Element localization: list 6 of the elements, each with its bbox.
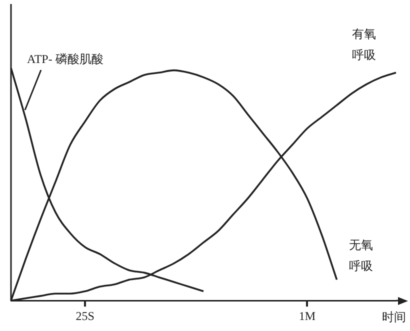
x-axis-title: 时间 bbox=[382, 310, 406, 324]
series-label: ATP- 磷酸肌酸 bbox=[27, 52, 104, 66]
x-tick-label: 25S bbox=[76, 308, 94, 323]
series-label: 有氧呼吸 bbox=[352, 26, 376, 62]
x-tick-label: 1M bbox=[298, 308, 316, 323]
series-label: 无氧呼吸 bbox=[348, 238, 373, 273]
